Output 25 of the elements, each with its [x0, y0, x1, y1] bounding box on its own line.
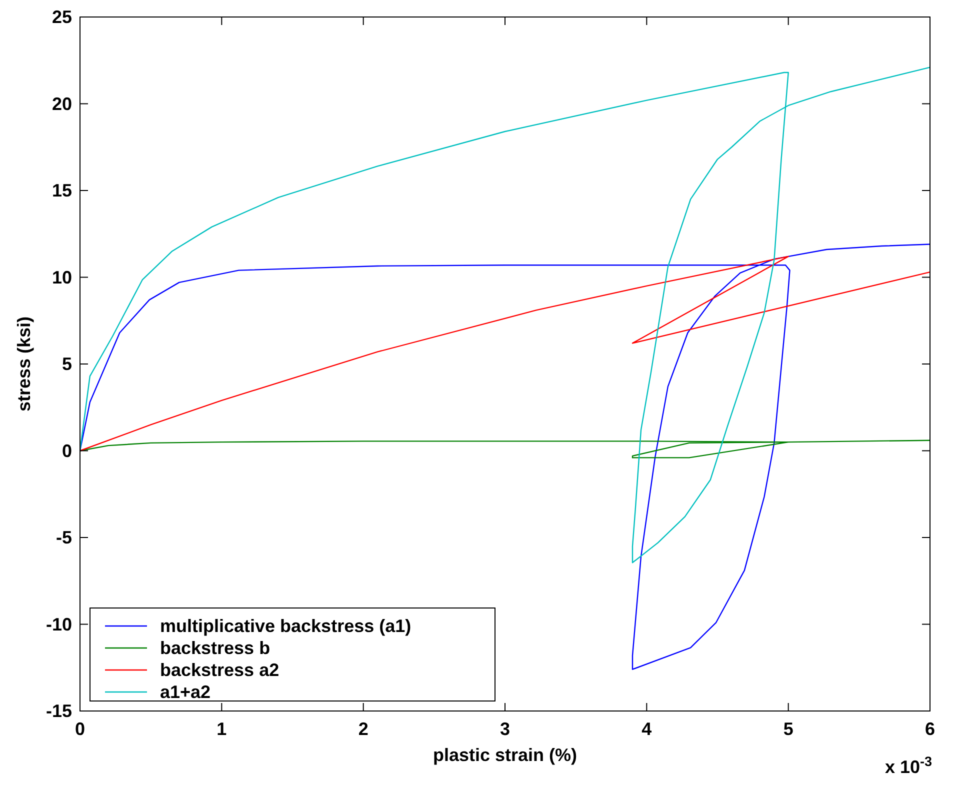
x-tick-label: 0	[74, 719, 86, 739]
text: x 10$^{-3}$	[884, 754, 932, 777]
legend-label: backstress b	[160, 638, 270, 658]
x-tick-label: 3	[500, 719, 510, 739]
x-tick-label: 1	[216, 719, 227, 739]
y-tick-label: 20	[52, 94, 72, 114]
line-series	[79, 256, 931, 452]
y-tick-label: -5	[56, 528, 72, 548]
y-tick-label: 15	[52, 180, 72, 200]
y-tick-label: -10	[46, 614, 72, 634]
x-tick-label: 6	[924, 719, 936, 739]
y-tick-label: 25	[52, 7, 72, 27]
line-series	[79, 66, 931, 564]
legend-label: a1+a2	[160, 682, 211, 702]
x-tick-label: 2	[358, 719, 368, 739]
y-tick-label: -15	[46, 701, 72, 721]
y-axis-title: stress (ksi)	[14, 316, 34, 412]
y-tick-label: 10	[52, 267, 72, 288]
legend-label: backstress a2	[160, 660, 280, 680]
y-tick-label: 5	[62, 354, 72, 374]
legend-label: multiplicative backstress (a1)	[160, 616, 412, 636]
x-tick-label: 4	[642, 719, 652, 739]
x-axis-title: plastic strain (%)	[432, 745, 578, 765]
y-tick-label: 0	[62, 440, 72, 461]
x-tick-label: 5	[783, 719, 794, 739]
